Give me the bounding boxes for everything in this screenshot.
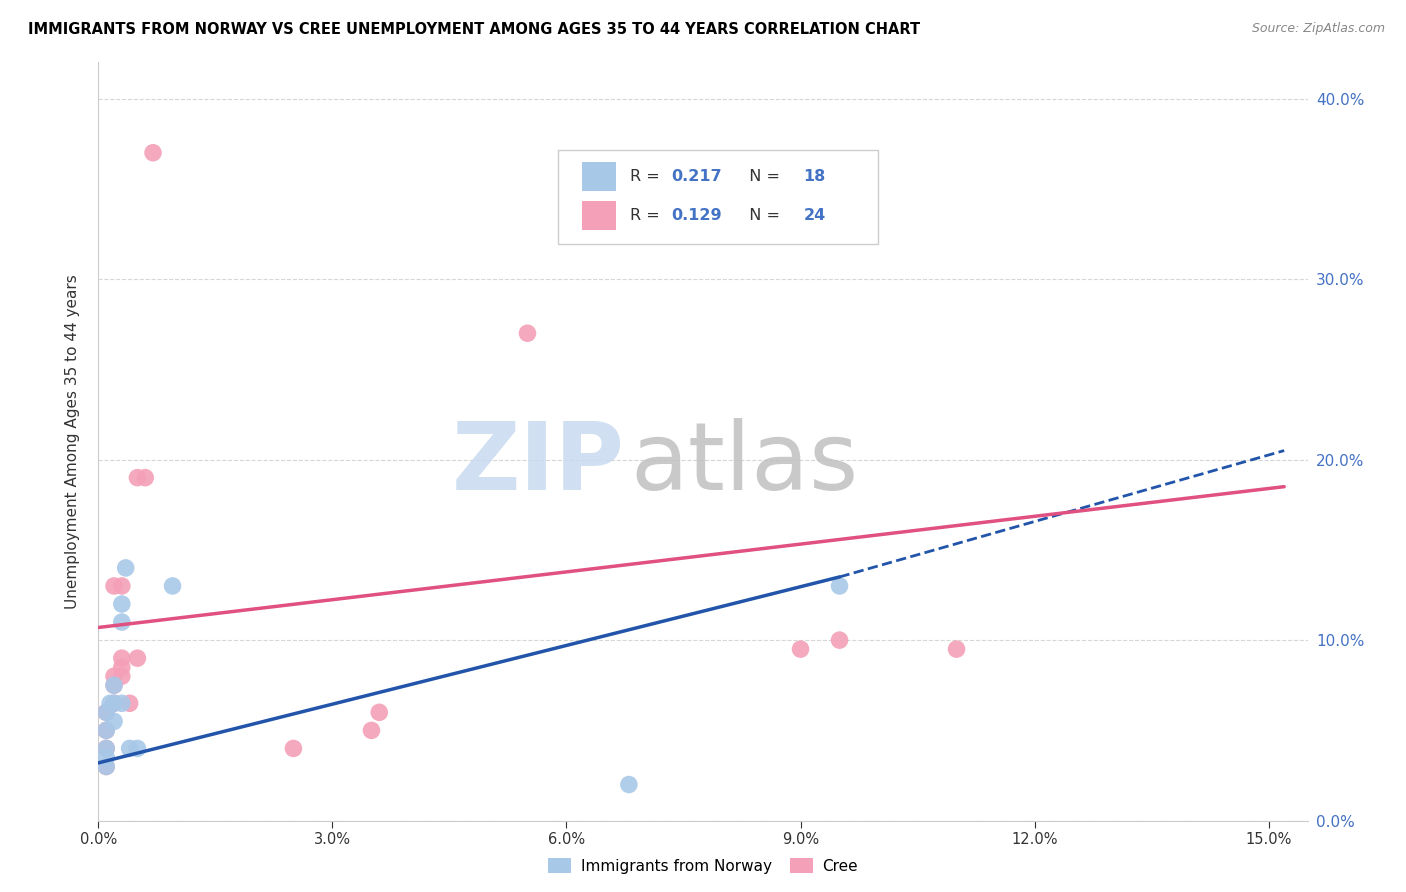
Point — [103, 678, 125, 692]
Point — [111, 615, 134, 629]
Point — [789, 642, 811, 657]
Text: N =: N = — [740, 169, 786, 184]
Point — [111, 696, 134, 710]
Point — [828, 579, 851, 593]
Y-axis label: Unemployment Among Ages 35 to 44 years: Unemployment Among Ages 35 to 44 years — [65, 274, 80, 609]
Point — [96, 741, 118, 756]
Text: R =: R = — [630, 169, 665, 184]
Point — [103, 696, 125, 710]
Text: Source: ZipAtlas.com: Source: ZipAtlas.com — [1251, 22, 1385, 36]
Point — [127, 741, 149, 756]
Point — [103, 579, 125, 593]
Point — [103, 696, 125, 710]
Point — [96, 706, 118, 720]
Point — [118, 741, 141, 756]
Point — [96, 759, 118, 773]
Point — [111, 669, 134, 683]
Text: 18: 18 — [803, 169, 825, 184]
Point — [103, 678, 125, 692]
Text: N =: N = — [740, 208, 786, 223]
Point — [96, 741, 118, 756]
Point — [103, 669, 125, 683]
Point — [96, 759, 118, 773]
Point — [98, 696, 121, 710]
Point — [111, 579, 134, 593]
Point — [96, 750, 118, 764]
Text: R =: R = — [630, 208, 665, 223]
Point — [103, 714, 125, 729]
Point — [118, 696, 141, 710]
FancyBboxPatch shape — [558, 150, 879, 244]
Point — [360, 723, 382, 738]
Point — [945, 642, 967, 657]
Point — [111, 660, 134, 674]
Text: IMMIGRANTS FROM NORWAY VS CREE UNEMPLOYMENT AMONG AGES 35 TO 44 YEARS CORRELATIO: IMMIGRANTS FROM NORWAY VS CREE UNEMPLOYM… — [28, 22, 921, 37]
Point — [127, 470, 149, 484]
Point — [111, 651, 134, 665]
Bar — [582, 161, 616, 191]
Point — [134, 470, 156, 484]
Bar — [582, 202, 616, 230]
Point — [142, 145, 165, 160]
Point — [617, 778, 640, 792]
Legend: Immigrants from Norway, Cree: Immigrants from Norway, Cree — [543, 852, 863, 880]
Point — [111, 597, 134, 611]
Point — [283, 741, 305, 756]
Point — [96, 706, 118, 720]
Point — [96, 723, 118, 738]
Point — [114, 561, 136, 575]
Point — [162, 579, 184, 593]
Point — [828, 633, 851, 648]
Text: 24: 24 — [803, 208, 825, 223]
Point — [516, 326, 538, 341]
Text: atlas: atlas — [630, 418, 859, 510]
Text: 0.217: 0.217 — [672, 169, 723, 184]
Text: ZIP: ZIP — [451, 418, 624, 510]
Point — [368, 706, 391, 720]
Point — [127, 651, 149, 665]
Point — [96, 723, 118, 738]
Text: 0.129: 0.129 — [672, 208, 723, 223]
